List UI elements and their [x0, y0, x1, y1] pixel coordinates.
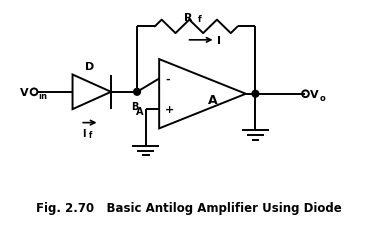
Text: V: V	[310, 89, 319, 99]
Text: A: A	[136, 106, 144, 116]
Text: in: in	[38, 92, 47, 101]
Text: D: D	[85, 61, 94, 71]
Text: I: I	[217, 36, 222, 46]
Text: o: o	[320, 94, 325, 103]
Text: f: f	[89, 131, 92, 140]
Text: +: +	[165, 105, 174, 114]
Text: A: A	[208, 94, 218, 106]
Text: I: I	[82, 129, 86, 139]
Circle shape	[134, 89, 140, 96]
Text: V: V	[20, 87, 28, 97]
Text: -: -	[165, 74, 170, 84]
Text: Fig. 2.70   Basic Antilog Amplifier Using Diode: Fig. 2.70 Basic Antilog Amplifier Using …	[36, 201, 342, 214]
Text: B: B	[132, 102, 139, 112]
Text: R: R	[184, 12, 193, 22]
Text: f: f	[198, 15, 202, 24]
Circle shape	[252, 91, 259, 98]
